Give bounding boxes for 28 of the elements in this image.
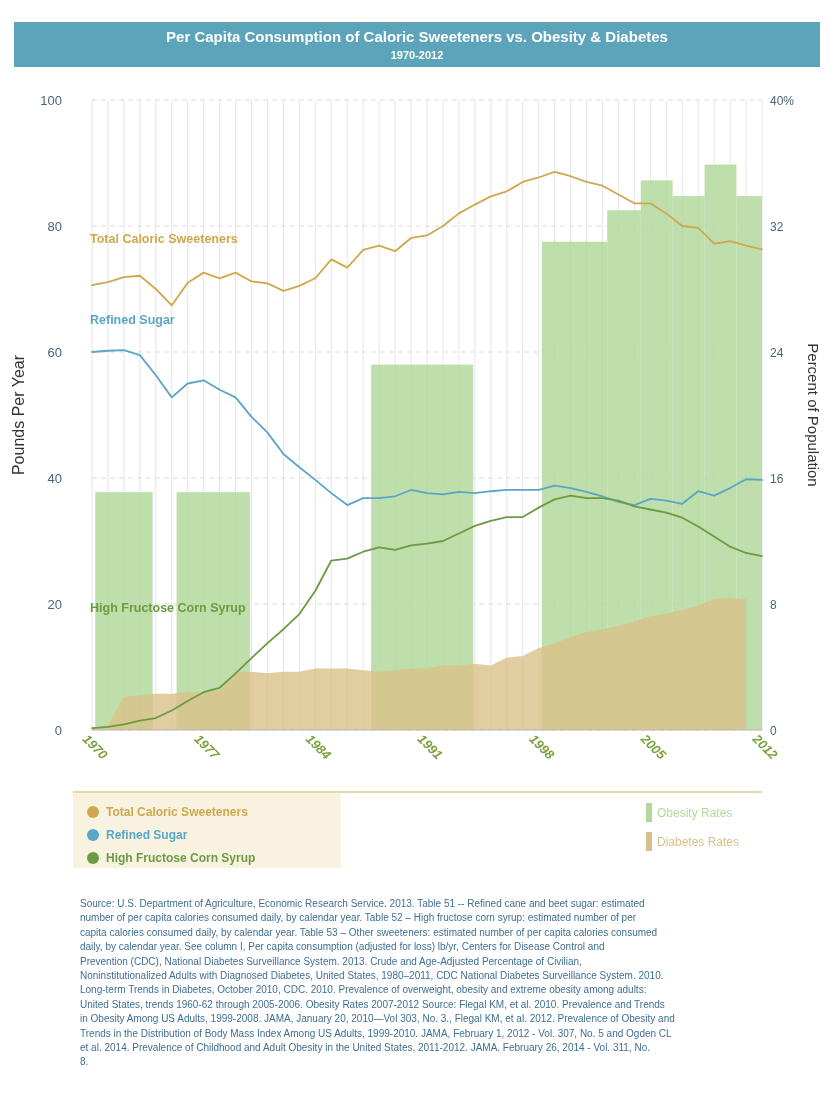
legend-label: Obesity Rates: [657, 806, 733, 820]
y-tick-label: 20: [47, 597, 62, 612]
chart-title: Per Capita Consumption of Caloric Sweeteners vs. Obesity & Diabetes: [166, 28, 668, 45]
y-tick-label: 0: [54, 723, 62, 738]
line-series: [91, 494, 763, 730]
y2-axis-title: Percent of Population: [805, 343, 822, 487]
x-tick-label: 1977: [191, 731, 223, 763]
text: Total Caloric Sweeteners: [90, 232, 238, 246]
text: Source: U.S. Department of Agriculture, Economic Research Service. 2013. Table 51 -- Refined cane and beet sugar: estimated number of per capita calories consumed daily, by calendar year. Table 52 – High fructose corn syrup: estimated number of per capita calories consumed daily, by calendar year. Table 53 – Other sweeteners: estimated number of per capita calories consumed daily, by calendar year. See column I, Per capita consumption (adjusted for loss) lb/yr, Centers for Disease Control and Prevention (CDC), National Diabetes Surveillance System. 2013. Crude and Age-Adjusted Percentage of Civilian, Noninstitutionalized Adults with Diagnosed Diabetes, United States, 1980–2011, CDC National Diabetes Surveillance System. 2010. Long-term Trends in Diabetes, October 2010, CDC. 2010. Prevalence of overweight, obesity and extreme obesity among adults: United States, trends 1960-62 through 2005-2006. Obesity Rates 2007-2012 Source: Flegal KM, et al. 2010. Prevalence and Trends in Obesity Among US Adults, 1999-2008. JAMA, January 20, 2010—Vol 303, No. 3., Flegal KM, et al. 2012. Prevalence of Obesity and Trends in the Distribution of Body Mass Index Among US Adults, 1999-2010. JAMA, February 1, 2012 - Vol. 307, No. 5 and Ogden CL et al. 2014. Prevalence of Childhood and Adult Obesity in the United States, 2011-2012. JAMA. February 26, 2014 - Vol. 311, No. 8.: [80, 898, 675, 1068]
y2-tick-label: 32: [770, 220, 784, 234]
chart-subtitle: 1970-2012: [390, 49, 444, 61]
text: Refined Sugar: [90, 313, 175, 327]
y-tick-label: 40: [47, 471, 62, 486]
y-axis-title: Pounds Per Year: [10, 354, 27, 476]
y2-tick-label: 24: [770, 346, 784, 360]
y2-tick-label: 40%: [770, 94, 795, 108]
y2-tick-label: 16: [770, 472, 784, 486]
y2-tick-label: 0: [770, 724, 777, 738]
legend-label: Refined Sugar: [106, 828, 188, 842]
legend-label: Diabetes Rates: [657, 835, 740, 849]
line-series: [91, 349, 763, 506]
legend-label: Total Caloric Sweeteners: [106, 805, 249, 819]
line-series: [91, 170, 763, 307]
y2-tick-label: 8: [770, 598, 777, 612]
y-tick-label: 60: [47, 345, 62, 360]
legend-label: High Fructose Corn Syrup: [106, 851, 256, 865]
y-tick-label: 80: [47, 219, 62, 234]
y-tick-label: 100: [40, 93, 62, 108]
